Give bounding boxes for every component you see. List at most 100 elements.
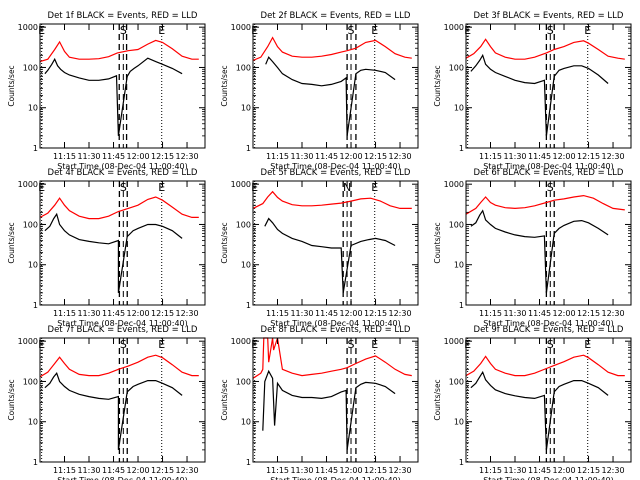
y-tick-label: 1000 — [444, 180, 464, 189]
x-axis-label: Start Time (08-Dec-04 11:00:40) — [483, 476, 614, 480]
chart-title: Det 9f BLACK = Events, RED = LLD — [474, 325, 624, 335]
x-tick-label: 12:30 — [602, 309, 625, 318]
y-tick-label: 1000 — [18, 180, 38, 189]
y-tick-label: 1000 — [231, 23, 251, 32]
x-tick-label: 11:30 — [503, 309, 526, 318]
y-tick-label: 10 — [28, 104, 38, 113]
marker-label: S — [120, 181, 127, 194]
y-tick-label: 10 — [454, 104, 464, 113]
y-axis-label: Counts/sec — [7, 379, 16, 420]
marker-label: N — [343, 181, 351, 194]
x-axis-label: Start Time (08-Dec-04 11:00:40) — [270, 162, 401, 171]
x-tick-label: 12:00 — [126, 309, 149, 318]
plot-frame — [465, 337, 632, 463]
x-tick-label: 11:45 — [102, 152, 125, 161]
x-tick-label: 12:30 — [602, 152, 625, 161]
y-tick-label: 10 — [241, 104, 251, 113]
marker-label: S — [547, 338, 554, 351]
series-line-lld — [39, 354, 199, 378]
x-tick-label: 12:00 — [339, 466, 362, 475]
series-line-lld — [252, 337, 412, 379]
plot-frame — [465, 180, 632, 306]
chart-title: Det 4f BLACK = Events, RED = LLD — [48, 168, 198, 178]
x-tick-label: 11:45 — [528, 309, 551, 318]
y-tick-label: 10 — [28, 418, 38, 427]
series-line-lld — [465, 194, 625, 215]
x-tick-label: 11:45 — [102, 466, 125, 475]
chart-title: Det 1f BLACK = Events, RED = LLD — [48, 11, 198, 21]
y-tick-label: 10 — [241, 418, 251, 427]
y-tick-label: 100 — [449, 220, 464, 229]
x-tick-label: 12:00 — [126, 152, 149, 161]
x-tick-label: 11:45 — [528, 466, 551, 475]
y-tick-label: 1 — [246, 144, 251, 153]
y-axis-label: Counts/sec — [7, 65, 16, 106]
plot-frame — [252, 337, 419, 463]
y-tick-label: 1000 — [231, 337, 251, 346]
y-tick-label: 100 — [23, 377, 38, 386]
chart-title: Det 6f BLACK = Events, RED = LLD — [474, 168, 624, 178]
x-tick-label: 11:15 — [479, 152, 502, 161]
chart-title: Det 2f BLACK = Events, RED = LLD — [261, 11, 411, 21]
marker-label: S — [120, 338, 127, 351]
x-tick-label: 11:45 — [315, 466, 338, 475]
x-tick-label: 12:00 — [126, 466, 149, 475]
y-axis-label: Counts/sec — [220, 222, 229, 263]
chart-title: Det 5f BLACK = Events, RED = LLD — [261, 168, 411, 178]
y-tick-label: 1 — [246, 301, 251, 310]
x-tick-label: 11:15 — [479, 466, 502, 475]
x-axis-label: Start Time (08-Dec-04 11:00:40) — [57, 162, 188, 171]
series-line-lld — [252, 190, 412, 209]
chart-title: Det 3f BLACK = Events, RED = LLD — [474, 11, 624, 21]
x-axis-label: Start Time (08-Dec-04 11:00:40) — [57, 319, 188, 328]
x-tick-label: 12:30 — [176, 466, 199, 475]
y-tick-label: 100 — [449, 377, 464, 386]
marker-label: E — [38, 24, 45, 37]
y-tick-label: 1000 — [18, 337, 38, 346]
x-tick-label: 11:45 — [315, 309, 338, 318]
series-line-lld — [252, 36, 412, 61]
series-line-events — [265, 56, 396, 136]
x-tick-label: 11:45 — [315, 152, 338, 161]
x-axis-label: Start Time (08-Dec-04 11:00:40) — [483, 162, 614, 171]
x-tick-label: 12:30 — [389, 466, 412, 475]
x-tick-label: 12:15 — [364, 466, 387, 475]
plot-frame — [465, 23, 632, 149]
y-axis-label: Counts/sec — [433, 379, 442, 420]
x-tick-label: 12:00 — [552, 466, 575, 475]
y-axis-label: Counts/sec — [220, 379, 229, 420]
y-tick-label: 100 — [449, 63, 464, 72]
y-axis-label: Counts/sec — [433, 65, 442, 106]
x-tick-label: 12:00 — [339, 152, 362, 161]
y-tick-label: 10 — [454, 261, 464, 270]
x-tick-label: 11:15 — [266, 309, 289, 318]
y-tick-label: 10 — [28, 261, 38, 270]
y-tick-label: 1 — [459, 144, 464, 153]
marker-label: S — [348, 338, 355, 351]
series-line-events — [470, 53, 609, 136]
series-line-events — [44, 212, 183, 293]
x-tick-label: 12:15 — [151, 309, 174, 318]
x-tick-label: 11:30 — [290, 152, 313, 161]
x-tick-label: 11:45 — [528, 152, 551, 161]
marker-label: E — [371, 181, 378, 194]
y-tick-label: 100 — [236, 220, 251, 229]
marker-label: E — [464, 24, 471, 37]
x-tick-label: 12:30 — [389, 152, 412, 161]
marker-label: E — [251, 24, 258, 37]
marker-label: E — [38, 181, 45, 194]
y-tick-label: 100 — [236, 377, 251, 386]
marker-label: E — [38, 338, 45, 351]
y-tick-label: 1 — [246, 458, 251, 467]
series-line-events — [470, 209, 609, 293]
y-tick-label: 1 — [459, 458, 464, 467]
x-tick-label: 12:15 — [577, 152, 600, 161]
marker-label: E — [158, 24, 165, 37]
x-tick-label: 11:30 — [290, 309, 313, 318]
plot-frame — [39, 337, 206, 463]
